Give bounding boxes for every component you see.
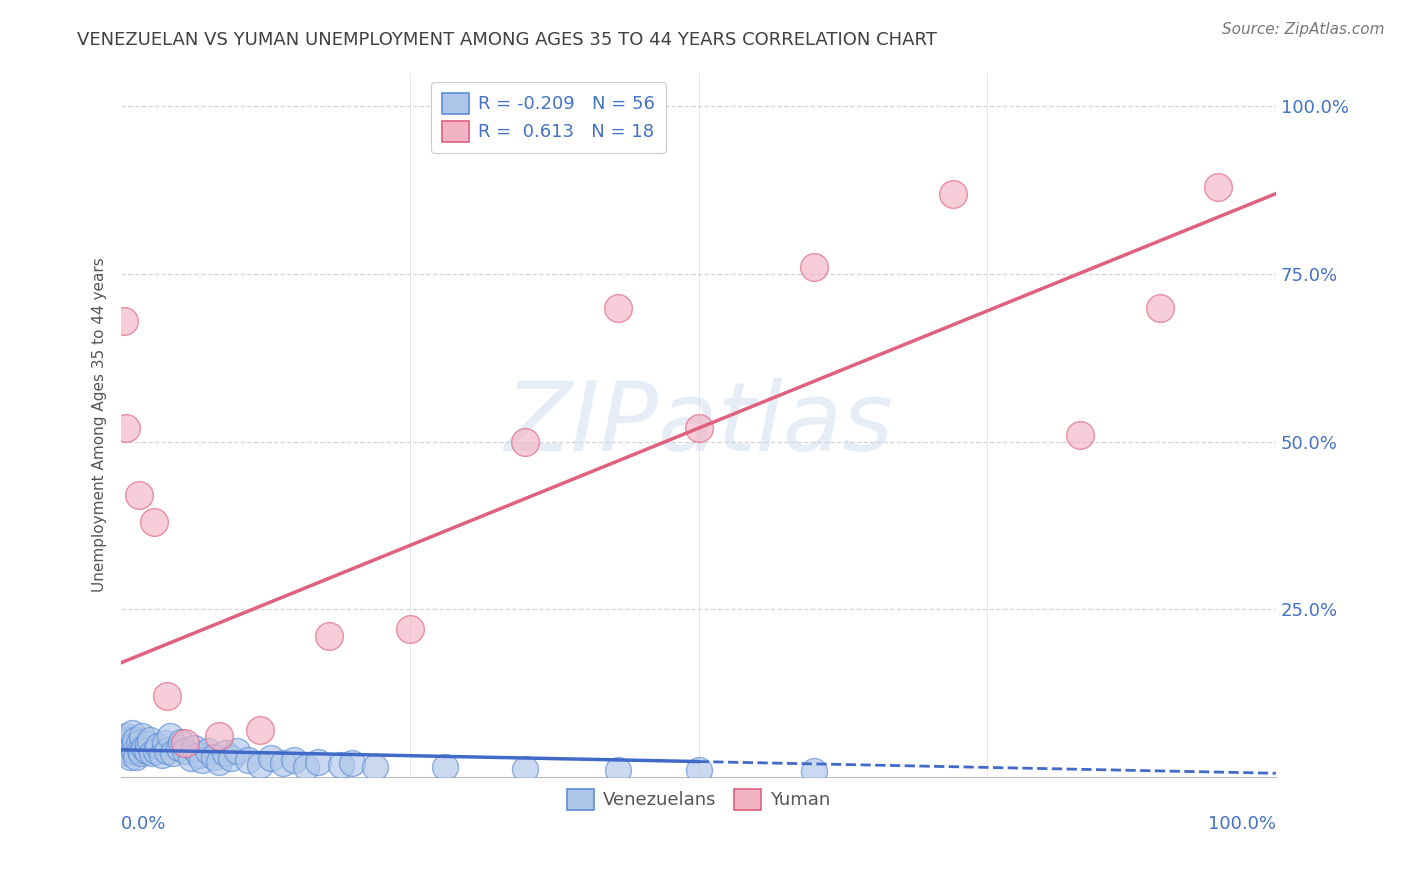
Point [208, 755, 231, 769]
Point [141, 746, 163, 760]
Point [340, 756, 363, 771]
Point [128, 736, 150, 750]
Point [688, 421, 710, 435]
Point [112, 314, 135, 328]
Point [208, 730, 231, 744]
Point [134, 741, 156, 756]
Point [238, 753, 260, 767]
Point [135, 744, 157, 758]
Text: ZIPatlas: ZIPatlas [505, 378, 893, 471]
Point [307, 755, 329, 769]
Point [1206, 180, 1229, 194]
Point [197, 744, 219, 758]
Point [214, 746, 236, 760]
Point [271, 756, 294, 771]
Point [125, 749, 148, 764]
Point [159, 730, 181, 744]
Text: Source: ZipAtlas.com: Source: ZipAtlas.com [1222, 22, 1385, 37]
Point [179, 751, 201, 765]
Point [219, 751, 242, 765]
Point [249, 757, 271, 772]
Point [173, 744, 195, 758]
Point [187, 748, 209, 763]
Point [120, 749, 142, 764]
Point [124, 732, 146, 747]
Point [167, 741, 190, 756]
Point [688, 763, 710, 777]
Text: 100.0%: 100.0% [1208, 815, 1277, 833]
Point [283, 753, 305, 767]
Point [115, 421, 138, 435]
Point [115, 730, 138, 744]
Point [146, 739, 169, 754]
Point [225, 744, 247, 758]
Point [112, 736, 135, 750]
Point [156, 744, 179, 758]
Point [128, 743, 150, 757]
Point [122, 744, 145, 758]
Point [156, 690, 179, 704]
Point [117, 746, 139, 760]
Point [606, 763, 628, 777]
Point [121, 726, 143, 740]
Point [115, 739, 138, 754]
Point [260, 751, 283, 765]
Point [515, 762, 537, 776]
Point [139, 732, 162, 747]
Point [136, 738, 159, 752]
Point [118, 732, 141, 747]
Point [803, 260, 825, 275]
Point [183, 741, 205, 756]
Point [153, 736, 176, 750]
Text: 0.0%: 0.0% [121, 815, 166, 833]
Point [202, 749, 225, 764]
Point [191, 753, 214, 767]
Point [129, 746, 152, 760]
Point [145, 744, 167, 758]
Point [295, 759, 318, 773]
Point [803, 764, 825, 779]
Y-axis label: Unemployment Among Ages 35 to 44 years: Unemployment Among Ages 35 to 44 years [93, 258, 107, 592]
Point [162, 746, 184, 760]
Point [121, 739, 143, 754]
Point [128, 488, 150, 502]
Point [399, 622, 422, 636]
Point [1069, 428, 1091, 442]
Point [515, 434, 537, 449]
Point [318, 629, 340, 643]
Point [142, 515, 165, 529]
Point [170, 735, 193, 749]
Legend: Venezuelans, Yuman: Venezuelans, Yuman [560, 781, 838, 817]
Point [114, 743, 136, 757]
Point [364, 759, 387, 773]
Point [249, 723, 271, 737]
Point [606, 301, 628, 315]
Point [1149, 301, 1171, 315]
Point [329, 757, 352, 772]
Point [150, 748, 173, 763]
Point [173, 736, 195, 750]
Text: VENEZUELAN VS YUMAN UNEMPLOYMENT AMONG AGES 35 TO 44 YEARS CORRELATION CHART: VENEZUELAN VS YUMAN UNEMPLOYMENT AMONG A… [77, 31, 938, 49]
Point [131, 730, 153, 744]
Point [433, 759, 456, 773]
Point [942, 186, 965, 201]
